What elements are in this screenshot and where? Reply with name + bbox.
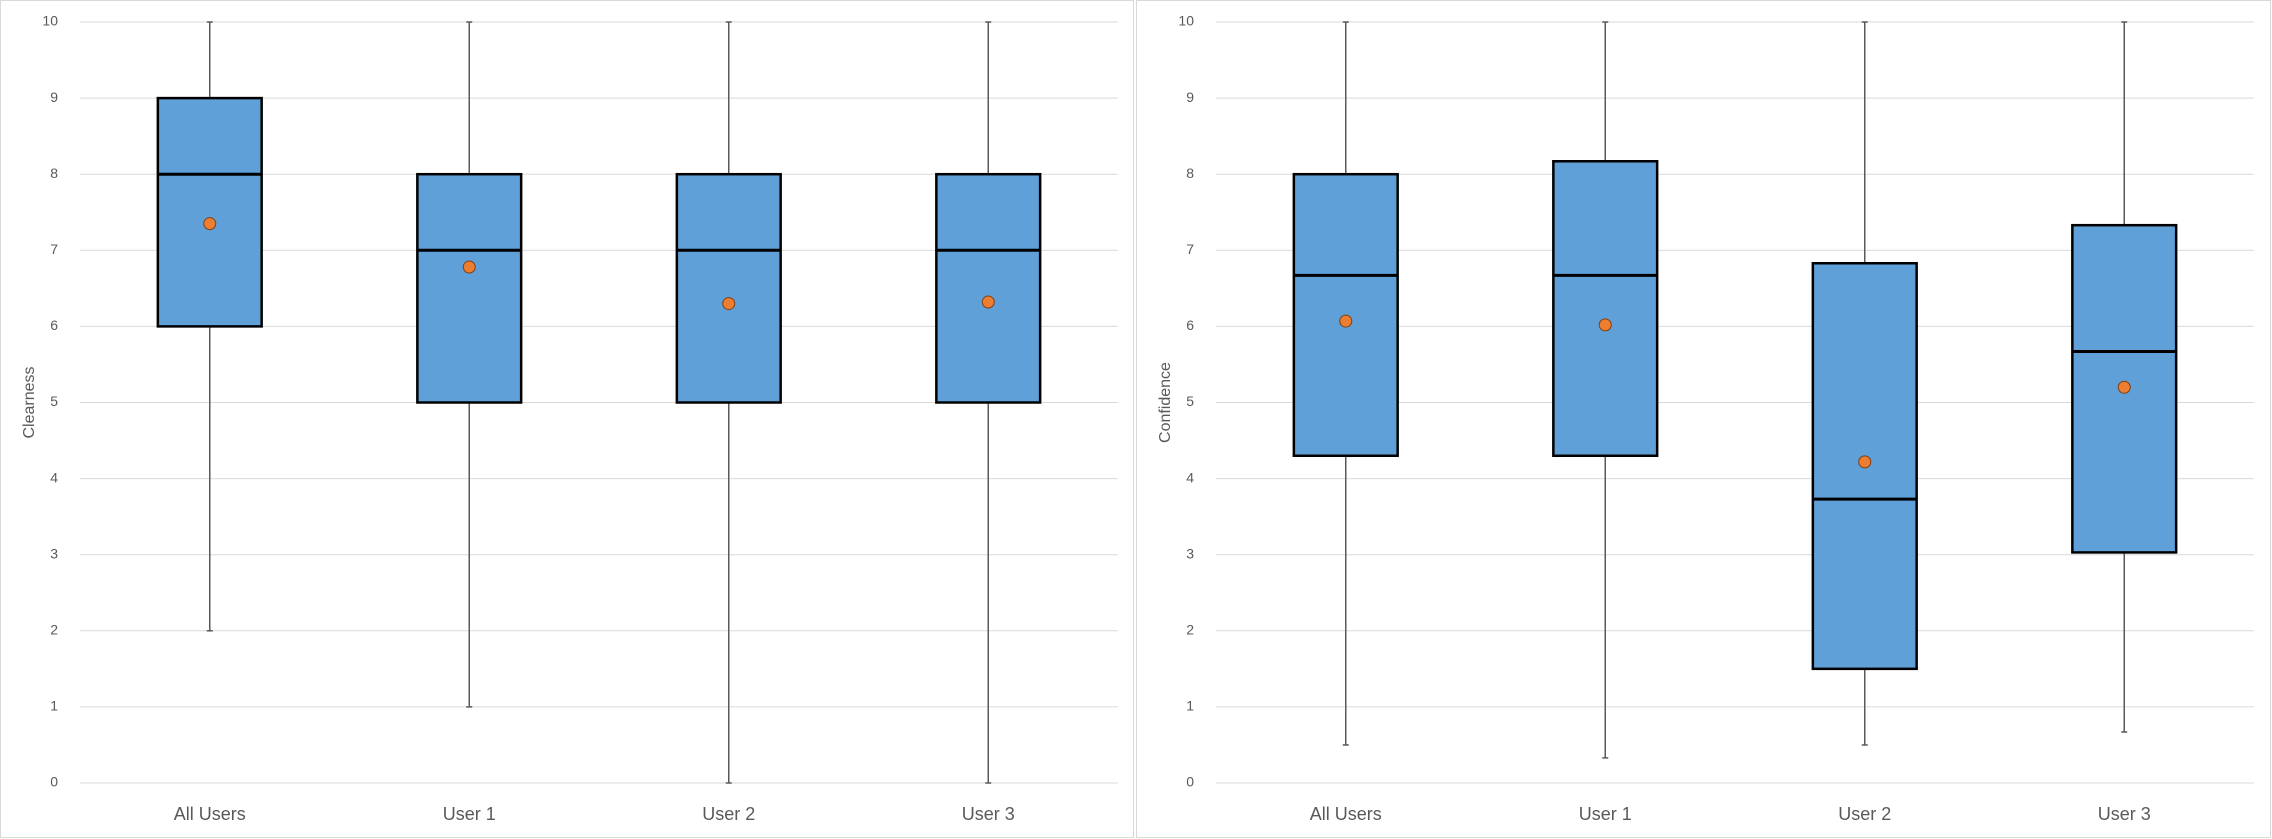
y-tick-label: 0 bbox=[1186, 774, 1194, 790]
y-tick-label: 4 bbox=[1186, 469, 1194, 485]
y-tick-label: 8 bbox=[1186, 165, 1194, 181]
y-tick-label: 8 bbox=[50, 165, 58, 181]
x-tick-label: User 3 bbox=[962, 804, 1015, 824]
y-tick-label: 7 bbox=[50, 241, 58, 257]
x-tick-label: All Users bbox=[1310, 804, 1382, 824]
mean-marker bbox=[981, 295, 995, 309]
y-tick-label: 10 bbox=[42, 13, 58, 29]
panel-border bbox=[1136, 0, 2271, 838]
mean-marker bbox=[1858, 455, 1872, 469]
box bbox=[1552, 160, 1659, 458]
y-tick-label: 9 bbox=[1186, 89, 1194, 105]
y-tick-label: 4 bbox=[50, 469, 58, 485]
y-axis-label: Clearness bbox=[21, 366, 38, 438]
x-tick-label: User 2 bbox=[1838, 804, 1891, 824]
box bbox=[675, 172, 782, 404]
y-axis-label: Confidence bbox=[1157, 362, 1174, 443]
x-tick-label: User 1 bbox=[443, 804, 496, 824]
y-tick-label: 1 bbox=[50, 698, 58, 714]
mean-marker bbox=[462, 260, 476, 274]
box bbox=[416, 172, 523, 404]
mean-marker bbox=[203, 217, 217, 231]
x-tick-label: User 3 bbox=[2098, 804, 2151, 824]
y-tick-label: 10 bbox=[1178, 13, 1194, 29]
y-tick-label: 7 bbox=[1186, 241, 1194, 257]
box bbox=[2071, 223, 2178, 554]
y-tick-label: 3 bbox=[50, 545, 58, 561]
y-tick-label: 1 bbox=[1186, 698, 1194, 714]
mean-marker bbox=[722, 297, 736, 311]
y-tick-label: 5 bbox=[50, 393, 58, 409]
y-tick-label: 5 bbox=[1186, 393, 1194, 409]
y-tick-label: 6 bbox=[50, 317, 58, 333]
y-tick-label: 3 bbox=[1186, 545, 1194, 561]
x-tick-label: User 2 bbox=[702, 804, 755, 824]
mean-marker bbox=[1598, 318, 1612, 332]
y-tick-label: 2 bbox=[50, 622, 58, 638]
x-tick-label: All Users bbox=[174, 804, 246, 824]
y-tick-label: 0 bbox=[50, 774, 58, 790]
panel-border bbox=[0, 0, 1134, 838]
box bbox=[156, 96, 263, 328]
box bbox=[935, 172, 1042, 404]
mean-marker bbox=[2117, 380, 2131, 394]
y-tick-label: 9 bbox=[50, 89, 58, 105]
y-tick-label: 6 bbox=[1186, 317, 1194, 333]
mean-marker bbox=[1339, 314, 1353, 328]
y-tick-label: 2 bbox=[1186, 622, 1194, 638]
x-tick-label: User 1 bbox=[1579, 804, 1632, 824]
